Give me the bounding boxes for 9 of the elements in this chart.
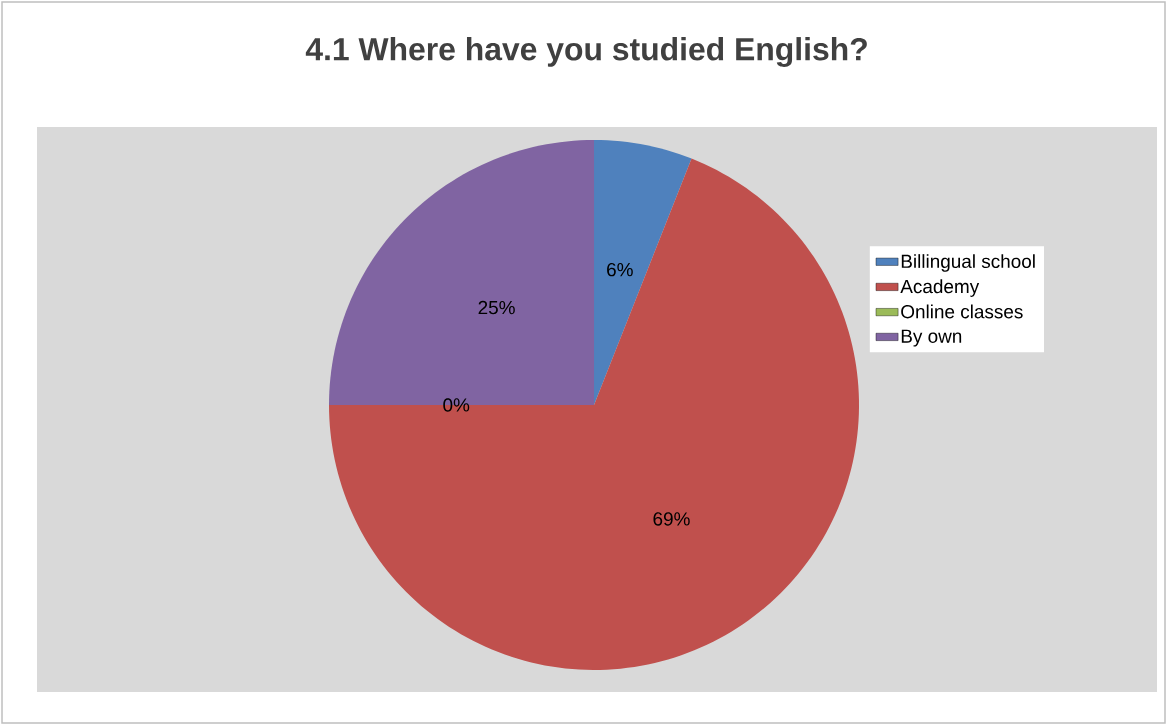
legend-label: By own <box>901 329 962 347</box>
text: 0% <box>443 398 470 412</box>
data-label: 6% <box>607 262 633 277</box>
data-label: 25% <box>478 300 515 315</box>
chart-title: 4.1 Where have you studied English? <box>305 37 867 67</box>
data-label: 69% <box>653 512 690 526</box>
legend-label: Billingual school <box>901 254 1035 272</box>
legend-label: Academy <box>900 279 980 297</box>
legend-label: Online classes <box>901 304 1023 319</box>
